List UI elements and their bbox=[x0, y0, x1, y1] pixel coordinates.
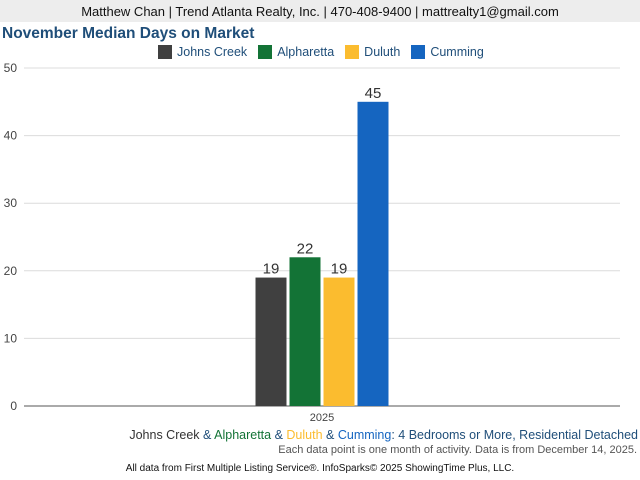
subtitle-part: : 4 Bedrooms or More, Residential Detach… bbox=[391, 428, 638, 442]
legend-label: Cumming bbox=[430, 45, 484, 59]
subtitle-part: & bbox=[199, 428, 215, 442]
subtitle-part: Johns Creek bbox=[129, 428, 200, 442]
chart-legend: Johns Creek Alpharetta Duluth Cumming bbox=[158, 45, 495, 59]
subtitle-part: & bbox=[322, 428, 338, 442]
legend-swatch bbox=[411, 45, 426, 59]
data-credit: All data from First Multiple Listing Ser… bbox=[125, 463, 515, 474]
bar-value-label: 45 bbox=[365, 85, 382, 102]
y-tick-label: 40 bbox=[4, 129, 18, 143]
subtitle-part: Alpharetta bbox=[214, 428, 272, 442]
y-tick-label: 10 bbox=[4, 331, 18, 345]
legend-item[interactable]: Duluth bbox=[345, 45, 400, 59]
y-tick-label: 50 bbox=[4, 61, 18, 75]
subtitle-part: Cumming bbox=[337, 428, 392, 442]
y-tick-label: 30 bbox=[4, 196, 18, 210]
legend-swatch bbox=[158, 45, 172, 59]
legend-item[interactable]: Cumming bbox=[411, 45, 484, 59]
contact-header: Matthew Chan | Trend Atlanta Realty, Inc… bbox=[0, 0, 640, 22]
legend-label: Duluth bbox=[364, 45, 401, 59]
legend-swatch bbox=[345, 45, 360, 59]
chart-title: November Median Days on Market bbox=[2, 25, 255, 42]
chart-subtitle: Johns Creek & Alpharetta & Duluth & Cumm… bbox=[129, 428, 638, 442]
bar bbox=[323, 277, 355, 406]
bar bbox=[255, 277, 287, 406]
legend-swatch bbox=[258, 45, 273, 59]
data-note: Each data point is one month of activity… bbox=[278, 444, 637, 456]
subtitle-part: Duluth bbox=[286, 428, 323, 442]
legend-label: Johns Creek bbox=[177, 45, 248, 59]
legend-item[interactable]: Alpharetta bbox=[258, 45, 334, 59]
subtitle-part: & bbox=[271, 428, 287, 442]
bar-value-label: 19 bbox=[331, 261, 348, 278]
y-tick-label: 0 bbox=[10, 399, 17, 413]
bar-chart: 0 10 20 30 40 50 19 22 19 45 2025 bbox=[4, 61, 620, 424]
bar bbox=[357, 101, 389, 407]
bar bbox=[289, 257, 321, 406]
contact-text: Matthew Chan | Trend Atlanta Realty, Inc… bbox=[81, 3, 559, 19]
bar-value-label: 19 bbox=[263, 261, 280, 278]
y-tick-label: 20 bbox=[4, 264, 18, 278]
x-tick-label: 2025 bbox=[310, 412, 334, 424]
legend-item[interactable]: Johns Creek bbox=[158, 45, 247, 59]
legend-label: Alpharetta bbox=[277, 45, 335, 59]
bar-value-label: 22 bbox=[297, 240, 314, 257]
